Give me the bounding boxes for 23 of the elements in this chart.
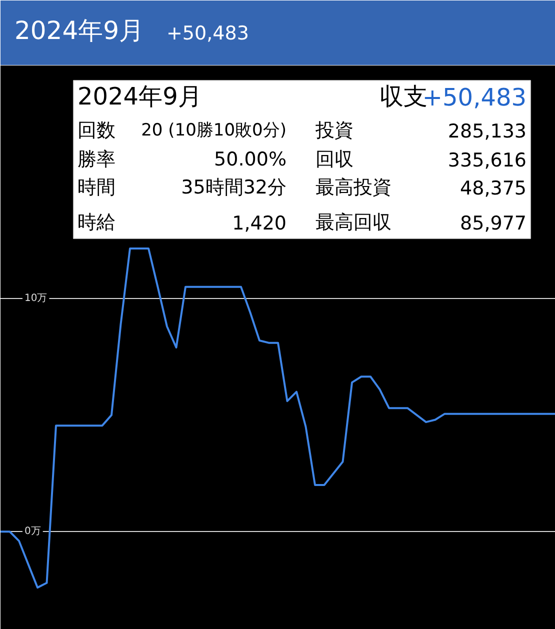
line-series bbox=[0, 247, 555, 589]
annotation: 時給 bbox=[78, 212, 116, 234]
annotation: 最高投資 bbox=[316, 176, 392, 198]
annotation: 35時間32分 bbox=[181, 176, 287, 198]
y-tick-label: 0万 bbox=[24, 526, 41, 538]
annotation: 最高回収 bbox=[316, 212, 392, 234]
annotation: 収支 bbox=[380, 82, 428, 110]
annotation: 50.00% bbox=[214, 148, 287, 170]
text: +50,483 bbox=[166, 22, 249, 44]
annotation: 20 (10勝10敗0分) bbox=[141, 120, 287, 140]
y-tick-label: 10万 bbox=[24, 293, 48, 304]
annotation: 2024年9月 bbox=[78, 82, 202, 110]
annotation: 回数 bbox=[78, 120, 116, 142]
annotation: 1,420 bbox=[232, 212, 287, 234]
annotation: 85,977 bbox=[460, 212, 527, 234]
annotation: 時間 bbox=[78, 176, 116, 198]
chart-title: 2024年9月 bbox=[14, 16, 144, 45]
annotation: 335,616 bbox=[448, 150, 527, 172]
annotation: 回収 bbox=[316, 148, 354, 170]
annotation: 投資 bbox=[314, 120, 354, 142]
annotation: 48,375 bbox=[460, 178, 527, 200]
annotation: 勝率 bbox=[78, 148, 116, 170]
annotation: 285,133 bbox=[448, 120, 527, 142]
